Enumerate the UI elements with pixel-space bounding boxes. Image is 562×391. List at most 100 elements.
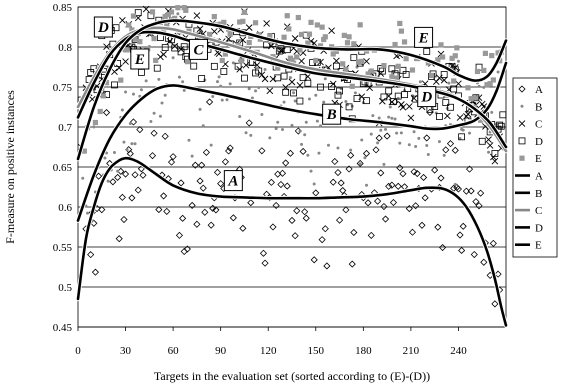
scatter-point-e xyxy=(449,55,455,61)
scatter-point-e xyxy=(286,26,292,32)
legend-marker-b xyxy=(520,104,524,108)
scatter-point-a xyxy=(90,219,98,227)
scatter-point-d xyxy=(353,95,361,102)
scatter-point-a xyxy=(396,164,404,172)
callout-box xyxy=(93,16,113,38)
legend-label: E xyxy=(535,153,542,165)
scatter-point-b xyxy=(81,176,85,180)
callout-label: D xyxy=(420,90,432,106)
scatter-point-a xyxy=(391,98,399,106)
scatter-point-e xyxy=(435,57,441,63)
scatter-point-a xyxy=(367,231,375,239)
scatter-point-c xyxy=(122,58,129,65)
scatter-point-a xyxy=(405,205,413,213)
scatter-point-d xyxy=(478,137,486,145)
scatter-point-a xyxy=(120,215,128,224)
y-axis-title: F-measure on positive instances xyxy=(3,90,17,244)
scatter-point-b xyxy=(139,88,143,92)
legend-label: B xyxy=(535,101,542,113)
callout-box xyxy=(130,48,150,70)
scatter-point-e xyxy=(355,59,362,65)
scatter-point-b xyxy=(468,131,472,135)
scatter-point-c xyxy=(277,47,285,55)
scatter-point-c xyxy=(407,114,415,122)
scatter-point-e xyxy=(490,77,496,83)
scatter-point-a xyxy=(115,235,123,243)
scatter-point-b xyxy=(86,211,90,215)
scatter-point-b xyxy=(453,182,457,186)
scatter-point-a xyxy=(193,220,201,228)
scatter-point-d xyxy=(241,74,248,82)
scatter-point-e xyxy=(344,40,351,46)
scatter-point-b xyxy=(292,91,296,95)
scatter-point-a xyxy=(431,166,439,174)
scatter-point-b xyxy=(384,127,388,131)
curve-callouts: A B C D D E E xyxy=(93,16,437,192)
scatter-point-e xyxy=(284,13,290,19)
scatter-point-c xyxy=(440,76,448,84)
callout-label: D xyxy=(97,20,109,36)
scatter-point-b xyxy=(182,88,186,92)
legend-label: C xyxy=(535,119,542,131)
scatter-point-b xyxy=(225,98,229,102)
scatter-point-e xyxy=(487,81,493,87)
scatter-point-e xyxy=(297,47,303,53)
scatter-point-b xyxy=(363,156,367,160)
scatter-point-e xyxy=(313,57,319,64)
scatter-point-a xyxy=(207,221,215,229)
scatter-point-a xyxy=(423,134,431,142)
scatter-point-e xyxy=(132,36,138,42)
scatter-point-b xyxy=(426,152,430,156)
scatter-point-b xyxy=(92,125,96,129)
scatter-point-d xyxy=(402,71,410,78)
x-tick-label: 120 xyxy=(260,345,277,357)
scatter-point-e xyxy=(359,58,365,64)
scatter-point-b xyxy=(322,100,326,104)
scatter-point-a xyxy=(334,168,342,177)
scatter-point-d xyxy=(423,48,431,55)
scatter-point-d xyxy=(450,85,458,93)
scatter-point-a xyxy=(465,165,474,173)
scatter-point-d xyxy=(499,111,507,119)
scatter-point-a xyxy=(413,169,421,178)
scatter-point-e xyxy=(489,52,495,59)
scatter-point-a xyxy=(288,216,296,225)
scatter-point-a xyxy=(177,179,185,187)
scatter-point-b xyxy=(315,119,319,123)
scatter-point-d xyxy=(282,88,290,96)
scatter-point-e xyxy=(314,22,320,28)
scatter-point-b xyxy=(461,128,465,132)
scatter-point-b xyxy=(282,100,286,104)
scatter-point-b xyxy=(309,169,313,173)
scatter-point-a xyxy=(114,173,122,181)
scatter-point-d xyxy=(442,99,450,107)
scatter-point-b xyxy=(250,96,254,100)
scatter-point-a xyxy=(337,179,345,187)
scatter-point-b xyxy=(198,107,202,111)
scatter-point-b xyxy=(344,99,348,103)
scatter-point-e xyxy=(482,50,488,56)
scatter-point-b xyxy=(365,183,369,187)
scatter-point-a xyxy=(150,129,158,137)
scatter-point-a xyxy=(202,148,210,156)
scatter-point-a xyxy=(199,184,207,192)
scatter-point-a xyxy=(302,214,310,222)
scatter-point-e xyxy=(275,65,281,71)
scatter-point-b xyxy=(437,140,441,144)
scatter-point-a xyxy=(229,214,237,222)
scatter-point-a xyxy=(217,180,225,188)
scatter-point-a xyxy=(475,202,483,210)
scatter-point-a xyxy=(286,149,294,157)
scatter-point-c xyxy=(298,57,305,65)
y-tick-label: 0.65 xyxy=(53,162,73,174)
scatter-point-a xyxy=(155,206,163,214)
scatter-point-a xyxy=(345,165,353,173)
x-tick-label: 90 xyxy=(215,345,227,357)
scatter-point-e xyxy=(252,20,259,26)
scatter-point-a xyxy=(163,207,171,215)
scatter-point-e xyxy=(351,41,357,47)
scatter-point-d xyxy=(180,43,188,51)
scatter-point-b xyxy=(280,127,284,131)
scatter-point-a xyxy=(291,232,299,240)
scatter-point-b xyxy=(393,117,397,121)
